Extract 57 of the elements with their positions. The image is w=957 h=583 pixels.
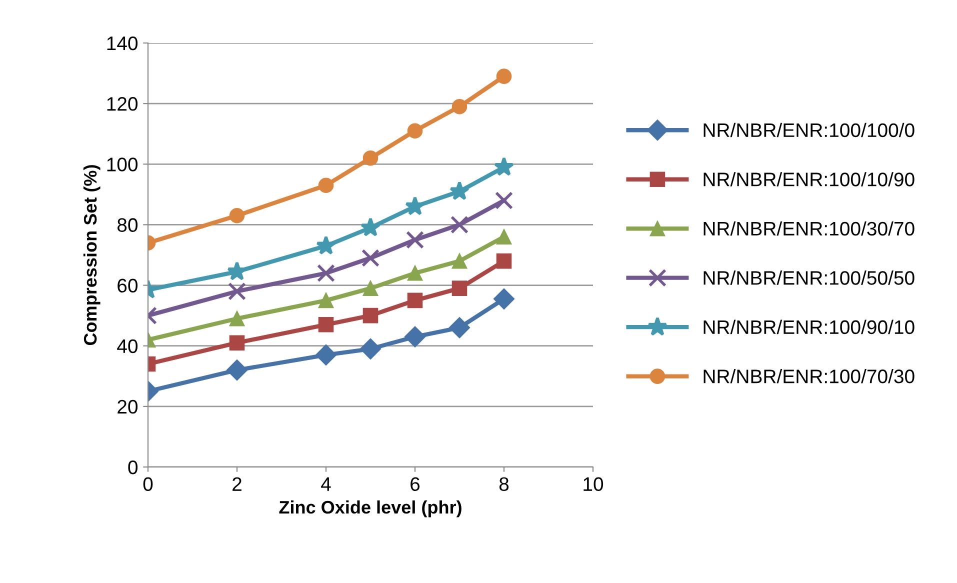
point — [318, 178, 334, 193]
point — [226, 360, 248, 381]
point — [228, 282, 246, 300]
point — [361, 249, 380, 268]
point — [316, 264, 336, 282]
legend-label: NR/NBR/ENR:100/70/30 — [704, 369, 914, 384]
point — [450, 216, 469, 234]
point — [407, 123, 423, 138]
point — [229, 335, 245, 350]
x-axis-title: Zinc Oxide level (phr) — [279, 500, 462, 518]
x-tick-label: 10 — [584, 477, 604, 492]
point — [496, 229, 512, 244]
point — [316, 235, 336, 255]
point — [318, 292, 334, 308]
point — [406, 230, 424, 249]
legend-label: NR/NBR/ENR:100/50/50 — [704, 270, 914, 285]
y-tick-label: 140 — [107, 36, 138, 50]
point — [452, 253, 468, 269]
x-tick-label: 6 — [410, 477, 420, 492]
point — [407, 266, 423, 281]
point — [362, 280, 378, 296]
point — [496, 253, 512, 269]
point — [229, 310, 245, 326]
point — [448, 317, 470, 338]
y-tick-label: 20 — [118, 400, 138, 414]
y-tick-label: 120 — [107, 97, 138, 111]
y-tick-label: 60 — [118, 278, 138, 293]
point — [362, 308, 378, 324]
legend-label: NR/NBR/ENR:100/90/10 — [704, 320, 914, 334]
point — [404, 326, 426, 348]
point — [496, 68, 512, 84]
point — [494, 191, 514, 210]
point — [315, 344, 337, 366]
x-tick-label: 4 — [321, 477, 331, 491]
legend-label: NR/NBR/ENR:100/30/70 — [704, 221, 914, 236]
y-axis-title: Compression Set (%) — [83, 165, 100, 346]
x-tick-label: 8 — [499, 477, 509, 492]
point — [360, 217, 380, 236]
point — [452, 98, 468, 114]
point — [405, 196, 425, 216]
point — [494, 156, 514, 176]
y-tick-label: 40 — [117, 339, 138, 354]
legend-label: NR/NBR/ENR:100/100/0 — [704, 122, 914, 138]
point — [362, 150, 378, 166]
y-tick-label: 0 — [128, 460, 138, 474]
y-tick-label: 100 — [107, 158, 138, 172]
x-tick-label: 2 — [232, 477, 242, 491]
point — [318, 317, 334, 332]
y-tick-label: 80 — [117, 218, 138, 232]
point — [360, 338, 382, 360]
point — [407, 292, 423, 308]
point — [452, 280, 468, 296]
x-tick-label: 0 — [143, 477, 153, 492]
point — [450, 180, 470, 200]
legend-label: NR/NBR/ENR:100/10/90 — [704, 172, 914, 186]
point — [229, 208, 245, 224]
point — [493, 288, 515, 310]
